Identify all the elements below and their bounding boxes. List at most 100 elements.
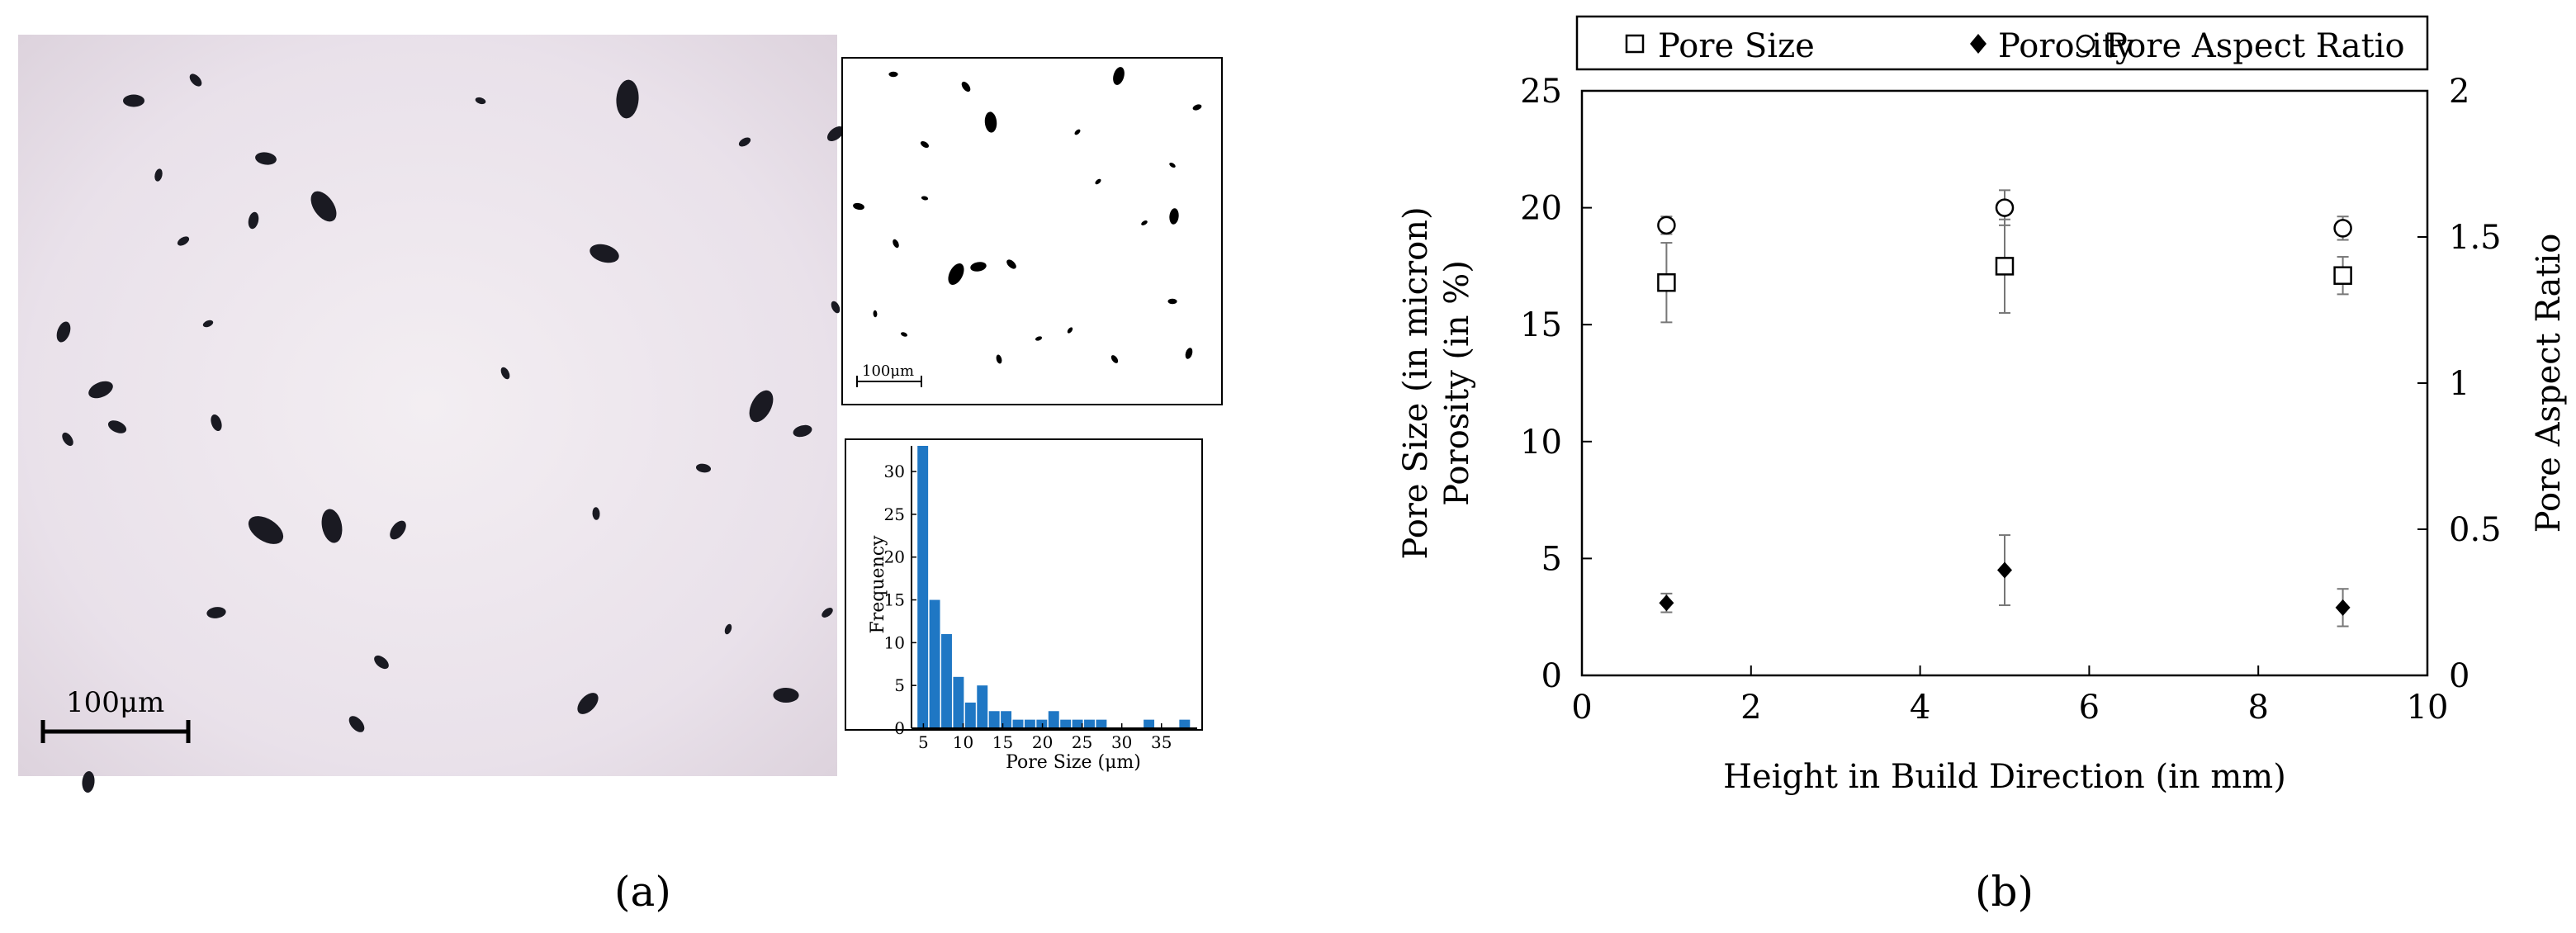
pore bbox=[321, 509, 343, 543]
histogram-bar bbox=[917, 446, 929, 728]
pore bbox=[189, 73, 202, 87]
pore bbox=[1192, 104, 1202, 111]
pore bbox=[88, 381, 113, 399]
micrograph-scale-bar-label: 100μm bbox=[66, 686, 164, 719]
x-tick-label: 10 bbox=[2407, 689, 2449, 727]
legend: Pore Size Porosity Pore Aspect Ratio bbox=[1575, 15, 2429, 71]
pore bbox=[773, 687, 799, 703]
histogram-y-tick-label: 25 bbox=[884, 504, 905, 524]
legend-box bbox=[1575, 15, 2429, 71]
histogram-x-tick-label: 15 bbox=[992, 732, 1013, 752]
pore bbox=[1035, 336, 1043, 341]
pore bbox=[1067, 327, 1073, 334]
histogram-y-tick-label: 10 bbox=[884, 632, 905, 652]
y-right-tick-label: 1 bbox=[2449, 365, 2469, 403]
pore bbox=[123, 94, 144, 107]
pore-aspect-ratio-point bbox=[1657, 215, 1676, 235]
pore bbox=[1167, 298, 1177, 305]
pore bbox=[920, 140, 930, 149]
histogram-bar bbox=[964, 702, 976, 728]
binary-image-pores bbox=[853, 67, 1202, 364]
pore bbox=[1113, 67, 1125, 85]
pore bbox=[348, 716, 365, 732]
y-left-tick-label: 20 bbox=[1520, 190, 1562, 228]
histogram-bar bbox=[1144, 719, 1155, 728]
micrograph-background bbox=[18, 35, 837, 776]
histogram-frame bbox=[845, 438, 1203, 731]
histogram-y-tick-label: 0 bbox=[894, 718, 905, 738]
pore bbox=[590, 244, 619, 263]
pore bbox=[921, 196, 929, 201]
pore bbox=[177, 236, 190, 246]
pore bbox=[1169, 208, 1179, 225]
pore bbox=[56, 321, 71, 343]
histogram-bar bbox=[1179, 719, 1191, 728]
histogram-bar bbox=[1036, 719, 1048, 728]
pore bbox=[202, 320, 214, 328]
pore-size-point bbox=[1995, 257, 2015, 276]
y-axis-title-left-line1: Pore Size (in micron) bbox=[1397, 206, 1435, 559]
pore bbox=[211, 414, 222, 432]
diamond-marker-icon bbox=[1970, 34, 1986, 54]
pore bbox=[873, 310, 878, 318]
x-tick-label: 6 bbox=[2079, 689, 2100, 727]
pore bbox=[310, 191, 337, 222]
histogram-bar bbox=[1001, 711, 1012, 728]
y-axis-title-right: Pore Aspect Ratio bbox=[2530, 234, 2568, 533]
pore bbox=[390, 520, 406, 540]
pore bbox=[793, 424, 812, 438]
histogram-bar bbox=[1096, 719, 1107, 728]
legend-item-porosity: Porosity bbox=[1970, 27, 2134, 65]
histogram-y-tick-label: 30 bbox=[884, 462, 905, 481]
legend-label: Pore Size bbox=[1658, 27, 1815, 65]
pore bbox=[577, 693, 599, 714]
caption-a: (a) bbox=[614, 868, 671, 916]
y-right-tick-label: 2 bbox=[2449, 73, 2469, 111]
binary-scale-bar: 100μm bbox=[856, 362, 922, 387]
pore bbox=[724, 623, 732, 635]
pore bbox=[206, 607, 226, 618]
pore bbox=[500, 367, 510, 380]
binary-image: 100μm bbox=[841, 57, 1223, 405]
pore-size-point bbox=[2333, 266, 2352, 285]
micrograph: 100μm bbox=[18, 35, 845, 793]
caption-b: (b) bbox=[1975, 868, 2034, 916]
histogram-x-tick-label: 25 bbox=[1072, 732, 1092, 752]
x-tick-label: 4 bbox=[1910, 689, 1930, 727]
y-axis-title-left-line2: Porosity (in %) bbox=[1438, 260, 1476, 506]
histogram-bar bbox=[1024, 719, 1035, 728]
histogram-x-tick-label: 35 bbox=[1151, 732, 1172, 752]
histogram-y-tick-label: 5 bbox=[894, 675, 905, 695]
histogram-ylabel: Frequency bbox=[868, 535, 888, 634]
micrograph-pores bbox=[56, 73, 845, 793]
pore bbox=[374, 655, 389, 670]
pore bbox=[82, 771, 95, 793]
x-tick-label: 0 bbox=[1571, 689, 1592, 727]
pore bbox=[255, 152, 277, 165]
pore bbox=[107, 420, 127, 433]
porosity-point bbox=[1997, 561, 2012, 579]
pore bbox=[1185, 348, 1193, 359]
micrograph-scale-bar: 100μm bbox=[40, 686, 191, 743]
histogram-x-tick-label: 20 bbox=[1032, 732, 1053, 752]
histogram-bar bbox=[1012, 719, 1024, 728]
x-axis-title: Height in Build Direction (in mm) bbox=[1723, 758, 2286, 796]
pore bbox=[826, 126, 845, 142]
pore bbox=[1095, 178, 1101, 185]
y-right-tick-label: 0.5 bbox=[2449, 511, 2502, 549]
pore bbox=[948, 263, 964, 285]
pore bbox=[901, 332, 907, 337]
histogram-x-tick-label: 5 bbox=[918, 732, 929, 752]
histogram-bar bbox=[1060, 719, 1072, 728]
histogram-bar bbox=[977, 685, 988, 728]
pore bbox=[248, 211, 259, 230]
histogram-bar bbox=[929, 599, 940, 728]
pore bbox=[616, 79, 639, 119]
binary-scale-bar-label: 100μm bbox=[862, 362, 914, 380]
pore bbox=[1006, 259, 1016, 269]
pore bbox=[970, 262, 987, 272]
